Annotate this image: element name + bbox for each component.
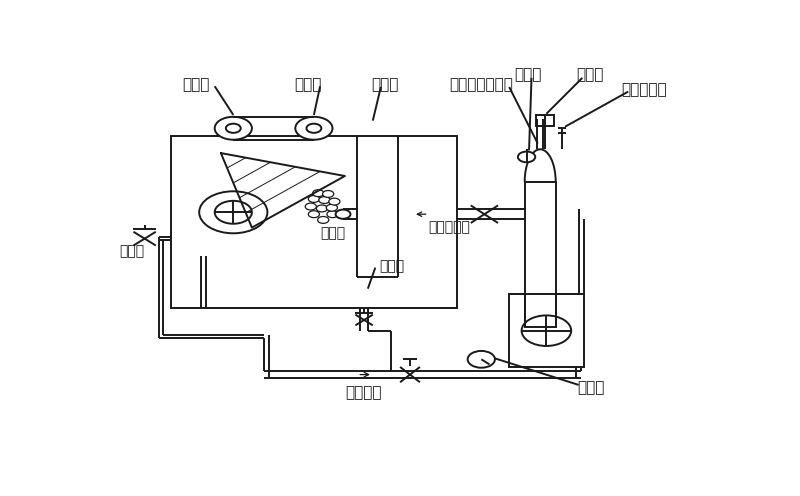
Bar <box>510 295 584 367</box>
Text: 高效气泡发生室: 高效气泡发生室 <box>450 77 514 92</box>
Circle shape <box>326 204 338 211</box>
Circle shape <box>308 211 319 218</box>
Text: 出水口: 出水口 <box>120 244 145 258</box>
Circle shape <box>306 124 322 133</box>
Text: 出渣桶: 出渣桶 <box>182 77 210 92</box>
Text: 出渣桶: 出渣桶 <box>294 77 322 92</box>
Circle shape <box>214 201 252 224</box>
Bar <box>171 136 457 308</box>
Text: 回水管道: 回水管道 <box>346 385 382 400</box>
Circle shape <box>522 315 571 346</box>
Circle shape <box>308 195 319 202</box>
Circle shape <box>214 117 252 140</box>
Circle shape <box>468 351 495 368</box>
Circle shape <box>327 211 338 218</box>
Bar <box>537 115 554 126</box>
Circle shape <box>319 196 330 203</box>
Circle shape <box>316 205 327 212</box>
Text: 溶气水: 溶气水 <box>320 226 346 240</box>
Circle shape <box>295 117 333 140</box>
Text: 进水口: 进水口 <box>379 259 404 273</box>
Text: 压力表: 压力表 <box>514 67 542 82</box>
Text: 真空表: 真空表 <box>578 380 605 395</box>
Circle shape <box>306 203 316 210</box>
Circle shape <box>318 216 329 223</box>
Circle shape <box>313 190 324 196</box>
Circle shape <box>329 198 340 205</box>
Circle shape <box>322 190 334 197</box>
Text: 反应室: 反应室 <box>371 77 399 92</box>
Circle shape <box>336 210 350 219</box>
Text: 气体流量计: 气体流量计 <box>622 82 667 98</box>
Bar <box>525 182 556 327</box>
Text: 溶气水管道: 溶气水管道 <box>429 221 470 235</box>
Circle shape <box>518 152 535 162</box>
Text: 安全阀: 安全阀 <box>576 67 603 82</box>
Circle shape <box>226 124 241 133</box>
